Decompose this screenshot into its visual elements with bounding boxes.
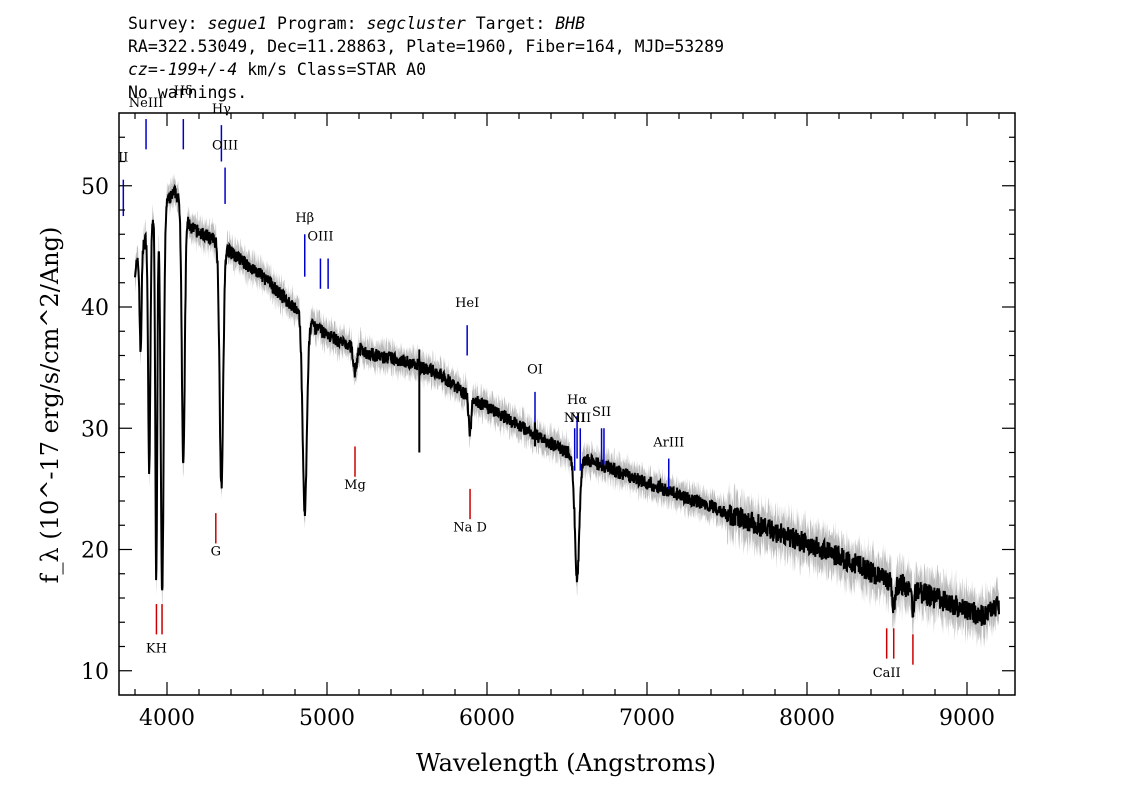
spectrum-header: Survey: segue1 Program: segcluster Targe… — [128, 12, 724, 104]
axes-layer: 4000 5000 6000 7000 8000 9000 10 20 30 40 50 — [81, 112, 1016, 731]
x-tick-label: 7000 — [619, 706, 675, 731]
header-line-1: Survey: segue1 Program: segcluster Targe… — [128, 12, 724, 35]
y-axis-label: f_λ (10^-17 erg/s/cm^2/Ang) — [36, 227, 64, 584]
emission-line-label: OIII — [212, 138, 238, 153]
emission-line-label: Hγ — [212, 102, 231, 117]
redshift-value: cz=-199+/-4 — [128, 60, 238, 79]
y-tick-label: 10 — [81, 660, 109, 685]
x-tick-label: 8000 — [779, 706, 835, 731]
emission-line-label: SII — [592, 405, 611, 420]
y-tick-label: 40 — [81, 296, 109, 321]
emission-line-label: NII — [569, 411, 591, 426]
header-line-2: RA=322.53049, Dec=11.28863, Plate=1960, … — [128, 37, 725, 56]
class-text: km/s Class=STAR A0 — [237, 60, 427, 79]
absorption-line-label: Mg — [344, 478, 366, 493]
y-tick-label: 30 — [81, 417, 109, 442]
emission-line-label: OI — [527, 363, 543, 378]
absorption-line-label: CaII — [873, 666, 901, 681]
emission-line-label: Hδ — [174, 84, 193, 99]
emission-line-label: HeI — [455, 296, 479, 311]
program-label: Program: — [277, 14, 357, 33]
program-value: segcluster — [366, 14, 466, 33]
survey-value: segue1 — [207, 14, 268, 33]
emission-line-label: NII — [564, 411, 586, 426]
x-axis-label: Wavelength (Angstroms) — [416, 749, 716, 777]
emission-line-label: OIII — [307, 229, 333, 244]
x-tick-label: 4000 — [139, 706, 195, 731]
absorption-line-label: Na D — [453, 520, 487, 535]
target-value: BHB — [555, 14, 586, 33]
absorption-line-label: KH — [146, 642, 167, 657]
header-line-3: cz=-199+/-4 km/s Class=STAR A0 — [128, 58, 724, 81]
y-tick-label: 20 — [81, 539, 109, 564]
absorption-line-label: G — [211, 545, 221, 560]
emission-line-label: Hβ — [295, 211, 314, 226]
header-line-4: No warnings. — [128, 83, 248, 102]
survey-label: Survey: — [128, 14, 198, 33]
y-tick-label: 50 — [81, 175, 109, 200]
target-label: Target: — [475, 14, 546, 33]
emission-line-label: NeIII — [129, 96, 163, 111]
x-tick-label: 6000 — [459, 706, 515, 731]
x-tick-label: 5000 — [299, 706, 355, 731]
emission-line-label: ArIII — [652, 435, 684, 450]
spectrum-line — [134, 183, 1000, 626]
x-tick-label: 9000 — [939, 706, 995, 731]
emission-line-label: II — [118, 151, 128, 166]
emission-line-label: Hα — [567, 393, 587, 408]
